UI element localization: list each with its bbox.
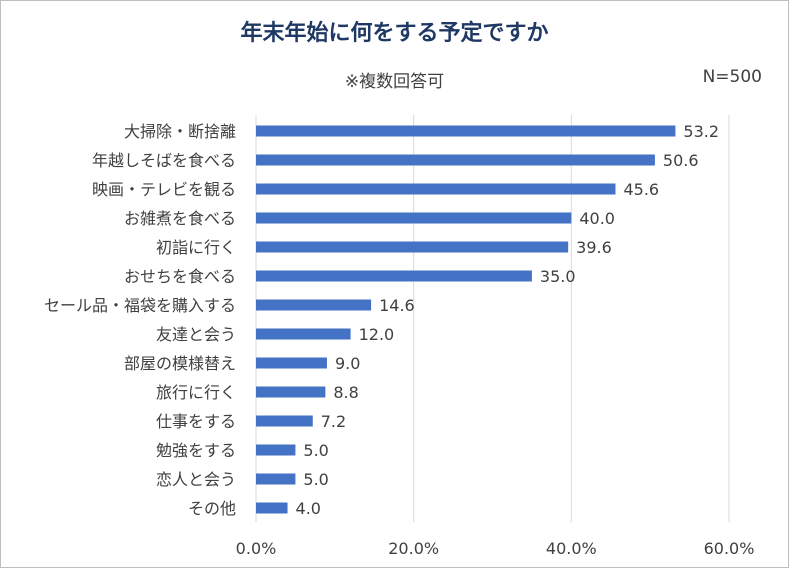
value-label: 40.0 [579, 209, 615, 228]
category-label: セール品・福袋を購入する [44, 296, 236, 315]
bar [256, 241, 569, 253]
value-label: 4.0 [296, 499, 321, 518]
value-label: 12.0 [359, 325, 395, 344]
value-label: 14.6 [379, 296, 415, 315]
category-label: 映画・テレビを観る [92, 180, 236, 199]
value-label: 50.6 [663, 151, 699, 170]
x-tick-label: 60.0% [704, 539, 755, 558]
value-label: 8.8 [333, 383, 358, 402]
bar [256, 299, 372, 311]
value-label: 53.2 [683, 122, 719, 141]
category-label: 部屋の模様替え [124, 354, 236, 373]
bar [256, 415, 313, 427]
bar [256, 357, 327, 369]
bar [256, 183, 616, 195]
bar [256, 473, 296, 485]
category-label: その他 [188, 499, 236, 518]
bar [256, 386, 326, 398]
bar [256, 212, 572, 224]
category-label: 恋人と会う [156, 470, 236, 489]
category-label: 仕事をする [156, 412, 236, 431]
bar [256, 444, 296, 456]
category-label: 旅行に行く [156, 383, 236, 402]
bar [256, 502, 288, 514]
category-label: 勉強をする [156, 441, 236, 460]
category-label: 年越しそばを食べる [92, 151, 236, 170]
value-label: 39.6 [576, 238, 612, 257]
category-label: 友達と会う [156, 325, 236, 344]
value-label: 5.0 [303, 441, 328, 460]
sample-size-label: N=500 [702, 67, 762, 87]
bar [256, 154, 655, 166]
x-tick-label: 40.0% [546, 539, 597, 558]
bar [256, 328, 351, 340]
value-label: 7.2 [321, 412, 346, 431]
value-label: 9.0 [335, 354, 360, 373]
value-label: 5.0 [303, 470, 328, 489]
bar [256, 270, 532, 282]
bar [256, 125, 676, 137]
category-label: おせちを食べる [124, 267, 236, 286]
category-label: お雑煮を食べる [124, 209, 236, 228]
chart-title: 年末年始に何をする予定ですか [240, 21, 549, 46]
value-label: 45.6 [623, 180, 659, 199]
x-tick-label: 20.0% [388, 539, 439, 558]
x-tick-label: 0.0% [236, 539, 277, 558]
chart-subtitle: ※複数回答可 [344, 72, 445, 92]
category-label: 初詣に行く [156, 238, 236, 257]
value-label: 35.0 [540, 267, 576, 286]
category-label: 大掃除・断捨離 [124, 122, 236, 141]
